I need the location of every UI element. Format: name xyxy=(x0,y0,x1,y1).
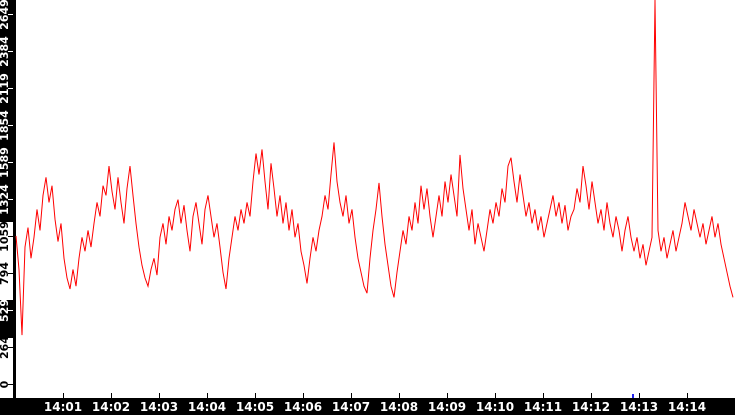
y-tick-label: 2649 xyxy=(0,0,11,30)
y-tick-label: 1589 xyxy=(0,147,11,178)
y-tick-label: 529 xyxy=(0,299,11,322)
x-tick-label: 14:04 xyxy=(188,400,226,414)
series-line xyxy=(15,0,734,336)
y-tick-label: 1854 xyxy=(0,110,11,141)
y-tick-label: 2384 xyxy=(0,36,11,67)
y-axis-gutter-black-segment xyxy=(0,0,16,222)
y-tick-label: 264 xyxy=(0,336,11,359)
x-tick-label: 14:02 xyxy=(92,400,130,414)
x-tick-label: 14:08 xyxy=(380,400,418,414)
y-tick-label: 1324 xyxy=(0,184,11,215)
y-tick-label: 1059 xyxy=(0,221,11,252)
y-axis-gutter-black-segment xyxy=(0,300,16,338)
x-tick-label: 14:10 xyxy=(476,400,514,414)
x-tick-label: 14:13 xyxy=(620,400,658,414)
x-tick-label: 14:06 xyxy=(284,400,322,414)
x-tick-label: 14:03 xyxy=(140,400,178,414)
x-tick-label: 14:01 xyxy=(44,400,82,414)
x-tick-label: 14:14 xyxy=(668,400,706,414)
blue-marker xyxy=(632,394,634,398)
y-tick-label: 0 xyxy=(0,380,11,388)
x-tick-label: 14:11 xyxy=(524,400,562,414)
y-tick-label: 794 xyxy=(0,262,11,285)
x-axis-bar xyxy=(0,398,735,415)
x-tick-label: 14:07 xyxy=(332,400,370,414)
y-tick-label: 2119 xyxy=(0,73,11,104)
x-tick-label: 14:05 xyxy=(236,400,274,414)
y-axis-line xyxy=(13,0,16,398)
x-tick-label: 14:12 xyxy=(572,400,610,414)
x-tick-label: 14:09 xyxy=(428,400,466,414)
